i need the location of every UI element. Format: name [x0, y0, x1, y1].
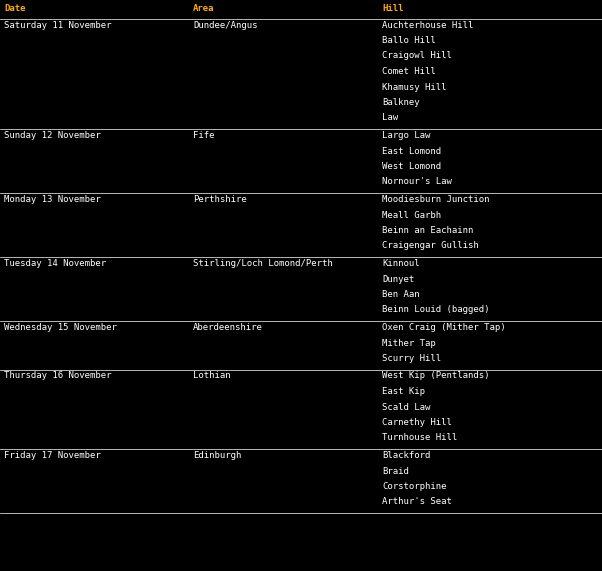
Text: Dundee/Angus: Dundee/Angus	[193, 21, 258, 30]
Text: Perthshire: Perthshire	[193, 195, 247, 204]
Text: Saturday 11 November: Saturday 11 November	[4, 21, 111, 30]
Text: East Kip: East Kip	[382, 387, 425, 396]
Text: Moodiesburn Junction: Moodiesburn Junction	[382, 195, 489, 204]
Text: Scald Law: Scald Law	[382, 403, 430, 412]
Text: Lothian: Lothian	[193, 372, 231, 380]
Text: Law: Law	[382, 114, 398, 123]
Text: Ballo Hill: Ballo Hill	[382, 36, 436, 45]
Text: Sunday 12 November: Sunday 12 November	[4, 131, 101, 140]
Text: Scurry Hill: Scurry Hill	[382, 354, 441, 363]
Text: Hill: Hill	[382, 4, 403, 13]
Text: Comet Hill: Comet Hill	[382, 67, 436, 76]
Text: Dunyet: Dunyet	[382, 275, 414, 283]
Text: Thursday 16 November: Thursday 16 November	[4, 372, 111, 380]
Text: Friday 17 November: Friday 17 November	[4, 451, 101, 460]
Text: Nornour's Law: Nornour's Law	[382, 178, 452, 187]
Text: Khamusy Hill: Khamusy Hill	[382, 82, 447, 91]
Text: Carnethy Hill: Carnethy Hill	[382, 418, 452, 427]
Text: Craigowl Hill: Craigowl Hill	[382, 51, 452, 61]
Text: Meall Garbh: Meall Garbh	[382, 211, 441, 219]
Text: Turnhouse Hill: Turnhouse Hill	[382, 433, 458, 443]
Text: Wednesday 15 November: Wednesday 15 November	[4, 323, 117, 332]
Text: Aberdeenshire: Aberdeenshire	[193, 323, 263, 332]
Text: Craigengar Gullish: Craigengar Gullish	[382, 242, 479, 251]
Text: West Lomond: West Lomond	[382, 162, 441, 171]
Text: Beinn Louid (bagged): Beinn Louid (bagged)	[382, 305, 489, 315]
Text: Largo Law: Largo Law	[382, 131, 430, 140]
Text: Monday 13 November: Monday 13 November	[4, 195, 101, 204]
Text: Arthur's Seat: Arthur's Seat	[382, 497, 452, 506]
Text: Ben Aan: Ben Aan	[382, 290, 420, 299]
Text: Area: Area	[193, 4, 214, 13]
Text: Beinn an Eachainn: Beinn an Eachainn	[382, 226, 473, 235]
Text: West Kip (Pentlands): West Kip (Pentlands)	[382, 372, 489, 380]
Text: Corstorphine: Corstorphine	[382, 482, 447, 491]
Text: Balkney: Balkney	[382, 98, 420, 107]
Text: Date: Date	[4, 4, 25, 13]
Text: Auchterhouse Hill: Auchterhouse Hill	[382, 21, 473, 30]
Text: Blackford: Blackford	[382, 451, 430, 460]
Text: Stirling/Loch Lomond/Perth: Stirling/Loch Lomond/Perth	[193, 259, 333, 268]
Text: Kinnoul: Kinnoul	[382, 259, 420, 268]
Text: Braid: Braid	[382, 467, 409, 476]
Text: Oxen Craig (Mither Tap): Oxen Craig (Mither Tap)	[382, 323, 506, 332]
Text: East Lomond: East Lomond	[382, 147, 441, 155]
Text: Mither Tap: Mither Tap	[382, 339, 436, 348]
Text: Edinburgh: Edinburgh	[193, 451, 241, 460]
Text: Fife: Fife	[193, 131, 214, 140]
Text: Tuesday 14 November: Tuesday 14 November	[4, 259, 106, 268]
